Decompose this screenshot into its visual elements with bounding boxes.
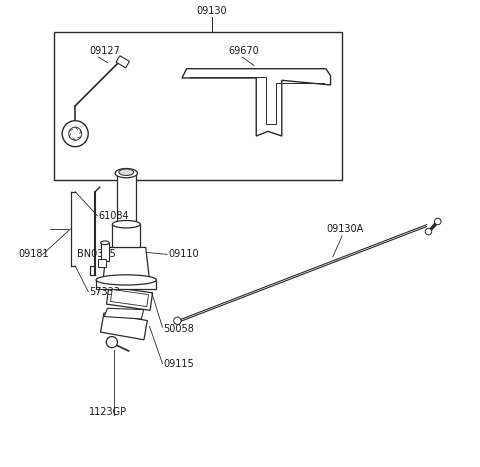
Ellipse shape xyxy=(115,169,137,178)
Text: BN0345: BN0345 xyxy=(77,249,115,259)
Bar xyxy=(107,287,153,310)
Bar xyxy=(101,243,109,262)
Polygon shape xyxy=(103,248,149,280)
Circle shape xyxy=(106,337,118,348)
Bar xyxy=(54,32,342,180)
Text: 61084: 61084 xyxy=(98,211,129,221)
Polygon shape xyxy=(182,69,331,136)
Ellipse shape xyxy=(119,169,134,176)
Circle shape xyxy=(425,228,432,235)
Bar xyxy=(117,173,135,224)
Bar xyxy=(96,280,156,289)
Bar xyxy=(110,290,148,306)
Text: 57333: 57333 xyxy=(89,287,120,297)
Text: 69670: 69670 xyxy=(228,46,259,56)
Text: 09130A: 09130A xyxy=(326,225,363,234)
Polygon shape xyxy=(104,308,144,319)
Text: 09110: 09110 xyxy=(168,249,199,259)
Ellipse shape xyxy=(112,220,140,228)
Ellipse shape xyxy=(101,241,109,245)
Bar xyxy=(98,260,106,267)
Bar xyxy=(116,56,130,68)
Circle shape xyxy=(174,317,181,325)
Ellipse shape xyxy=(96,275,156,285)
Text: 09130: 09130 xyxy=(197,6,228,16)
Text: 09181: 09181 xyxy=(18,249,49,259)
Text: 09115: 09115 xyxy=(163,360,194,369)
Circle shape xyxy=(62,120,88,147)
Bar xyxy=(112,224,140,248)
Circle shape xyxy=(69,127,82,140)
Text: 09127: 09127 xyxy=(89,46,120,56)
Bar xyxy=(100,313,147,340)
Text: 50058: 50058 xyxy=(163,324,194,333)
Text: 1123GP: 1123GP xyxy=(89,407,127,417)
Circle shape xyxy=(434,218,441,225)
